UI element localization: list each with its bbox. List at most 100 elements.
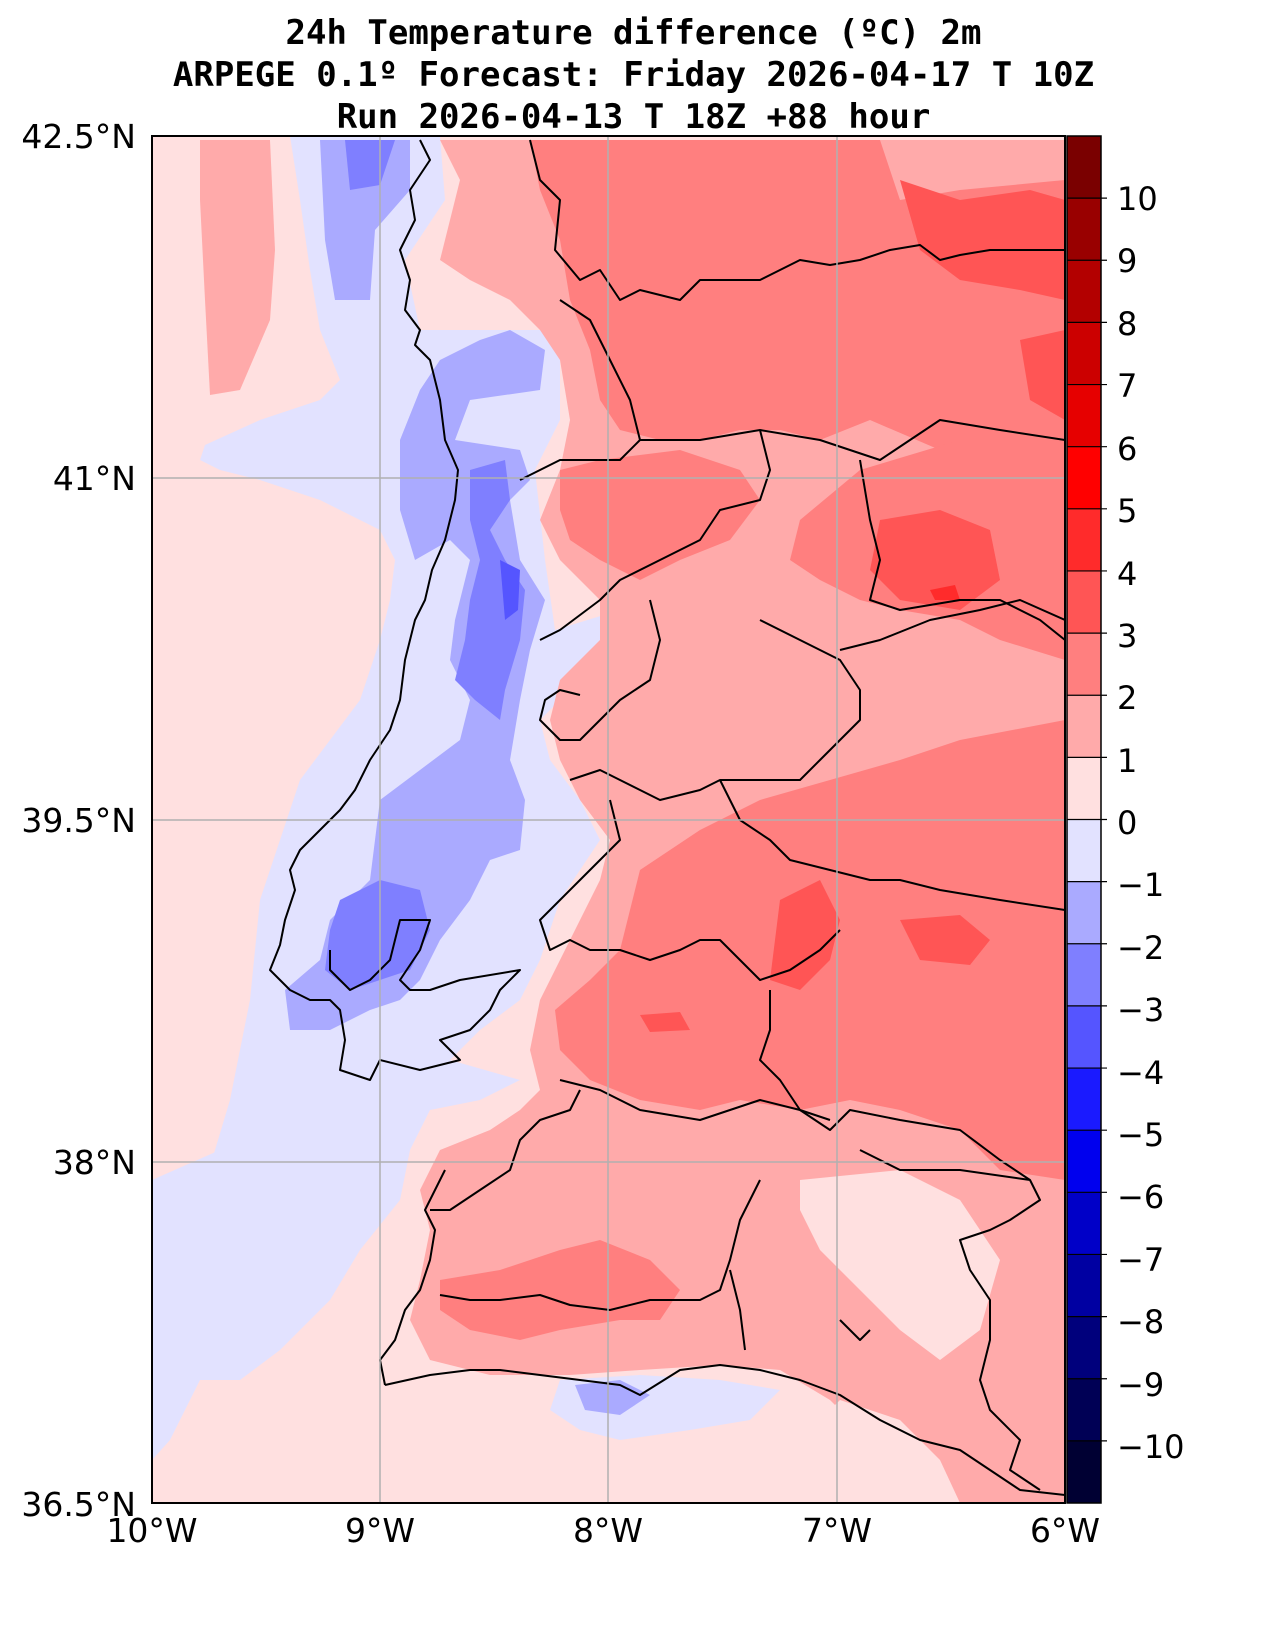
field-coastal-neg-2-3-c (325, 880, 430, 990)
district-border-12 (430, 1089, 581, 1211)
colorbar-segment (1067, 881, 1101, 945)
colorbar-label-neg-7: −7 (1117, 1241, 1164, 1279)
colorbar-segment (1067, 1192, 1101, 1255)
colorbar-label-10: 10 (1117, 180, 1158, 218)
field-offshore-neg-0-1-south (152, 1030, 360, 1440)
colorbar-label-3: 3 (1117, 617, 1137, 655)
field-land-pos-3-4-c (770, 880, 840, 990)
colorbar-label-neg-8: −8 (1117, 1303, 1164, 1341)
field-land-pos-3-4-a (900, 180, 1065, 300)
colorbar-segment (1067, 198, 1101, 261)
colorbar-segment (1067, 1254, 1101, 1318)
south-coastline (384, 1364, 1065, 1496)
lon-label-6w: 6°W (1030, 1511, 1100, 1550)
field-algarve-neg-1-2 (575, 1380, 650, 1415)
field-south-coast-pos-0-1 (370, 1380, 560, 1503)
colorbar-label-0: 0 (1117, 804, 1137, 842)
district-border-3 (539, 429, 771, 641)
colorbar-segment (1067, 1068, 1101, 1131)
colorbar-segment (1067, 1130, 1101, 1193)
field-coastal-neg-3-4 (500, 560, 520, 620)
colorbar-segment (1067, 136, 1101, 199)
colorbar-label-1: 1 (1117, 742, 1137, 780)
colorbar-segment (1067, 1378, 1101, 1442)
district-border-11 (559, 1079, 831, 1121)
district-border-6 (569, 619, 861, 801)
colorbar-segment (1067, 1005, 1101, 1069)
lon-label-10w: 10°W (106, 1511, 197, 1550)
colorbar-label-neg-4: −4 (1117, 1054, 1164, 1092)
lat-label-36-5n: 36.5°N (21, 1485, 136, 1524)
chart-title-line-2: ARPEGE 0.1º Forecast: Friday 2026-04-17 … (172, 55, 1095, 95)
field-offshore-pos-1-2 (200, 140, 275, 395)
colorbar-label-5: 5 (1117, 492, 1137, 530)
colorbar-label-9: 9 (1117, 242, 1137, 280)
colorbar-label-neg-5: −5 (1117, 1116, 1164, 1154)
district-border-16 (839, 1319, 871, 1341)
lat-label-41n: 41°N (53, 459, 136, 498)
colorbar-segment (1067, 1316, 1101, 1380)
colorbar-segment (1067, 757, 1101, 820)
field-land-pos-2-3-alentejo (440, 1240, 680, 1340)
district-border-10 (759, 990, 1031, 1181)
chart-title-line-3: Run 2026-04-13 T 18Z +88 hour (336, 97, 931, 137)
colorbar-labels: 10 9 8 7 6 5 4 3 2 1 0 −1 −2 −3 −4 −5 −6… (1117, 180, 1185, 1466)
lat-label-42-5n: 42.5°N (21, 117, 136, 156)
colorbar-segment (1067, 1440, 1101, 1504)
colorbar-label-neg-2: −2 (1117, 929, 1164, 967)
colorbar-label-2: 2 (1117, 679, 1137, 717)
colorbar-segment (1067, 819, 1101, 883)
longitude-labels: 10°W 9°W 8°W 7°W 6°W (106, 1511, 1100, 1550)
field-coastal-neg-2-3-b (455, 460, 525, 720)
grid-lines (152, 136, 1065, 1503)
field-land-pos-3-4-d (900, 915, 990, 965)
field-land-pos-3-4-f (1020, 330, 1065, 420)
colorbar-segment (1067, 446, 1101, 510)
colorbar-label-neg-1: −1 (1117, 866, 1164, 904)
colorbar-segment (1067, 943, 1101, 1007)
district-border-5 (539, 599, 661, 741)
lat-label-38n: 38°N (53, 1143, 136, 1182)
coastline-and-borders (269, 139, 1065, 1496)
district-border-2 (640, 419, 1065, 461)
field-southeast-coast-pos-0-1 (790, 1400, 960, 1503)
district-border-8 (719, 779, 1065, 911)
colorbar-label-6: 6 (1117, 430, 1137, 468)
district-border-15 (859, 1149, 1041, 1491)
colorbar-label-neg-6: −6 (1117, 1178, 1164, 1216)
spain-border (529, 139, 1065, 301)
portugal-west-coastline (269, 139, 521, 1386)
field-land-pos-2-3-mid (560, 450, 760, 580)
district-border-4 (859, 459, 1065, 641)
lon-label-8w: 8°W (573, 1511, 643, 1550)
colorbar (1066, 135, 1107, 1504)
map-frame (151, 135, 1066, 1504)
district-border-13 (439, 1179, 761, 1311)
district-border-14 (729, 1269, 746, 1351)
field-southeast-pos-0-1 (800, 1170, 1000, 1360)
colorbar-label-8: 8 (1117, 305, 1137, 343)
colorbar-segment (1067, 695, 1101, 758)
district-border-7 (839, 599, 1065, 651)
field-land-pos-3-4-b (870, 510, 1000, 610)
field-land-pos-4-5 (930, 585, 960, 600)
colorbar-label-7: 7 (1117, 367, 1137, 405)
lat-label-39-5n: 39.5°N (21, 801, 136, 840)
colorbar-label-neg-9: −9 (1117, 1366, 1164, 1404)
chart-title-line-1: 24h Temperature difference (ºC) 2m (285, 13, 982, 53)
colorbar-segment (1067, 260, 1101, 323)
field-coastal-neg-2-3 (345, 140, 395, 190)
lon-label-7w: 7°W (802, 1511, 872, 1550)
colorbar-segment (1067, 570, 1101, 634)
field-coastal-neg-1-2 (320, 140, 410, 300)
colorbar-segment (1067, 384, 1101, 448)
latitude-labels: 42.5°N 41°N 39.5°N 38°N 36.5°N (21, 117, 136, 1524)
colorbar-label-4: 4 (1117, 555, 1137, 593)
colorbar-segment (1067, 633, 1101, 696)
colorbar-label-neg-10: −10 (1117, 1428, 1185, 1466)
colorbar-label-neg-3: −3 (1117, 991, 1164, 1029)
district-border-9 (539, 799, 841, 981)
colorbar-segment (1067, 322, 1101, 386)
lon-label-9w: 9°W (345, 1511, 415, 1550)
